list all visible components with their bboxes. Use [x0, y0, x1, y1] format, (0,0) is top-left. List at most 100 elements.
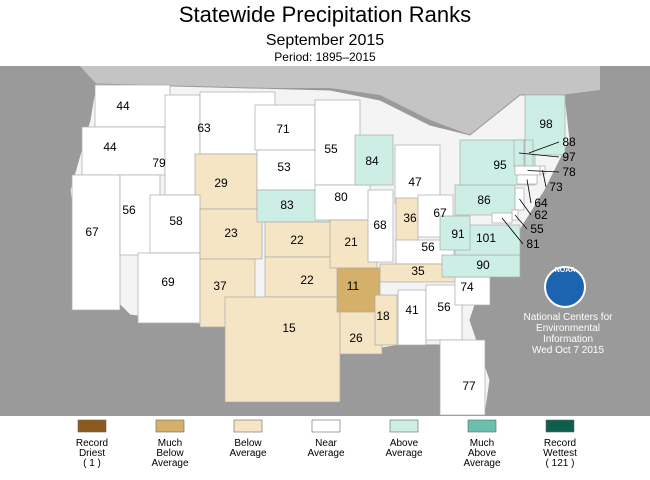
state-rank: 95 [493, 158, 507, 172]
legend-label: Average [307, 448, 345, 459]
legend-label: Below [156, 448, 184, 459]
state [336, 267, 381, 313]
legend-swatch [389, 419, 419, 433]
state-rank: 74 [460, 280, 474, 294]
state-rank: 98 [539, 117, 553, 131]
callout-line [528, 141, 560, 154]
state-rank: 53 [277, 160, 291, 174]
state-rank: 58 [169, 214, 183, 228]
callout-line [518, 152, 560, 158]
state-rank: 78 [562, 165, 576, 179]
state [354, 134, 394, 186]
state-rank: 56 [421, 240, 435, 254]
state-rank: 56 [122, 203, 136, 217]
legend-label: Average [385, 448, 423, 459]
state-rank: 26 [349, 331, 363, 345]
legend-swatch [467, 419, 497, 433]
legend-label: Average [151, 458, 189, 469]
logo-text: NOAA [555, 267, 576, 274]
state-rank: 62 [534, 208, 548, 222]
state [71, 174, 121, 311]
legend-label: Average [463, 458, 501, 469]
state [314, 184, 371, 221]
legend-label: Record [544, 438, 576, 449]
legend-label: Much [470, 438, 494, 449]
legend-label: Near [315, 438, 337, 449]
callout-line [527, 170, 560, 173]
state-rank: 35 [411, 264, 425, 278]
state-rank: 41 [405, 303, 419, 317]
legend-label: Above [468, 448, 497, 459]
state [397, 289, 427, 346]
period: Period: 1895–2015 [274, 50, 376, 64]
state [264, 221, 338, 258]
labels: 44 44 67 56 79 63 29 58 69 23 37 71 53 83 22 22 15 55 80 21… [85, 99, 576, 393]
state-rank: 80 [334, 190, 348, 204]
subtitle: September 2015 [266, 32, 384, 49]
legend-label: Record [76, 438, 108, 449]
legend-label: Below [234, 438, 262, 449]
credit: Environmental [536, 323, 600, 334]
state-rank: 73 [549, 180, 563, 194]
state-rank: 101 [476, 231, 496, 245]
legend-label: Driest [79, 448, 105, 459]
legend-label: Above [390, 438, 419, 449]
state [374, 294, 398, 346]
state [439, 339, 486, 416]
state [137, 252, 201, 324]
canada [80, 66, 600, 135]
callout-line [526, 179, 532, 204]
states [71, 84, 566, 416]
state-rank: 68 [373, 218, 387, 232]
logo [544, 266, 586, 308]
state-rank: 71 [276, 122, 290, 136]
state-rank: 47 [408, 175, 422, 189]
state-rank: 55 [530, 222, 544, 236]
legend-swatch [155, 419, 185, 433]
state [454, 184, 516, 216]
state-rank: 97 [562, 150, 576, 164]
state-rank: 88 [562, 135, 576, 149]
state-rank: 29 [214, 176, 228, 190]
state-rank: 18 [376, 309, 390, 323]
state [439, 215, 471, 251]
state-rank: 63 [197, 121, 211, 135]
callout-line [501, 217, 524, 245]
state-rank: 90 [476, 258, 490, 272]
credit: National Centers for [524, 312, 614, 323]
credit: Wed Oct 7 2015 [532, 345, 605, 356]
state-rank: 64 [534, 196, 548, 210]
state [94, 84, 171, 128]
legend-swatch [77, 419, 107, 433]
state-rank: 15 [282, 321, 296, 335]
state-rank: 86 [477, 193, 491, 207]
state-rank: 37 [213, 279, 227, 293]
state-rank: 67 [85, 225, 99, 239]
callout-line [514, 214, 528, 230]
state [164, 94, 201, 196]
state-rank: 22 [300, 273, 314, 287]
legend-label: Wettest [543, 448, 577, 459]
legend-swatch [311, 419, 341, 433]
legend-label: Average [229, 448, 267, 459]
state-rank: 84 [365, 154, 379, 168]
state [81, 126, 166, 176]
state-rank: 81 [526, 237, 540, 251]
state-rank: 44 [116, 99, 130, 113]
state [149, 194, 201, 254]
state-rank: 36 [403, 211, 417, 225]
state [224, 296, 341, 403]
title: Statewide Precipitation Ranks [179, 2, 471, 27]
state [454, 276, 491, 306]
state-rank: 11 [347, 279, 360, 293]
state-rank: 77 [462, 379, 476, 393]
state-rank: 22 [290, 233, 304, 247]
state-rank: 55 [324, 142, 338, 156]
state-rank: 69 [161, 275, 175, 289]
state-rank: 91 [451, 227, 465, 241]
state-rank: 67 [433, 206, 447, 220]
credit: Information [543, 334, 593, 345]
legend-label: Much [158, 438, 182, 449]
state [199, 208, 263, 260]
